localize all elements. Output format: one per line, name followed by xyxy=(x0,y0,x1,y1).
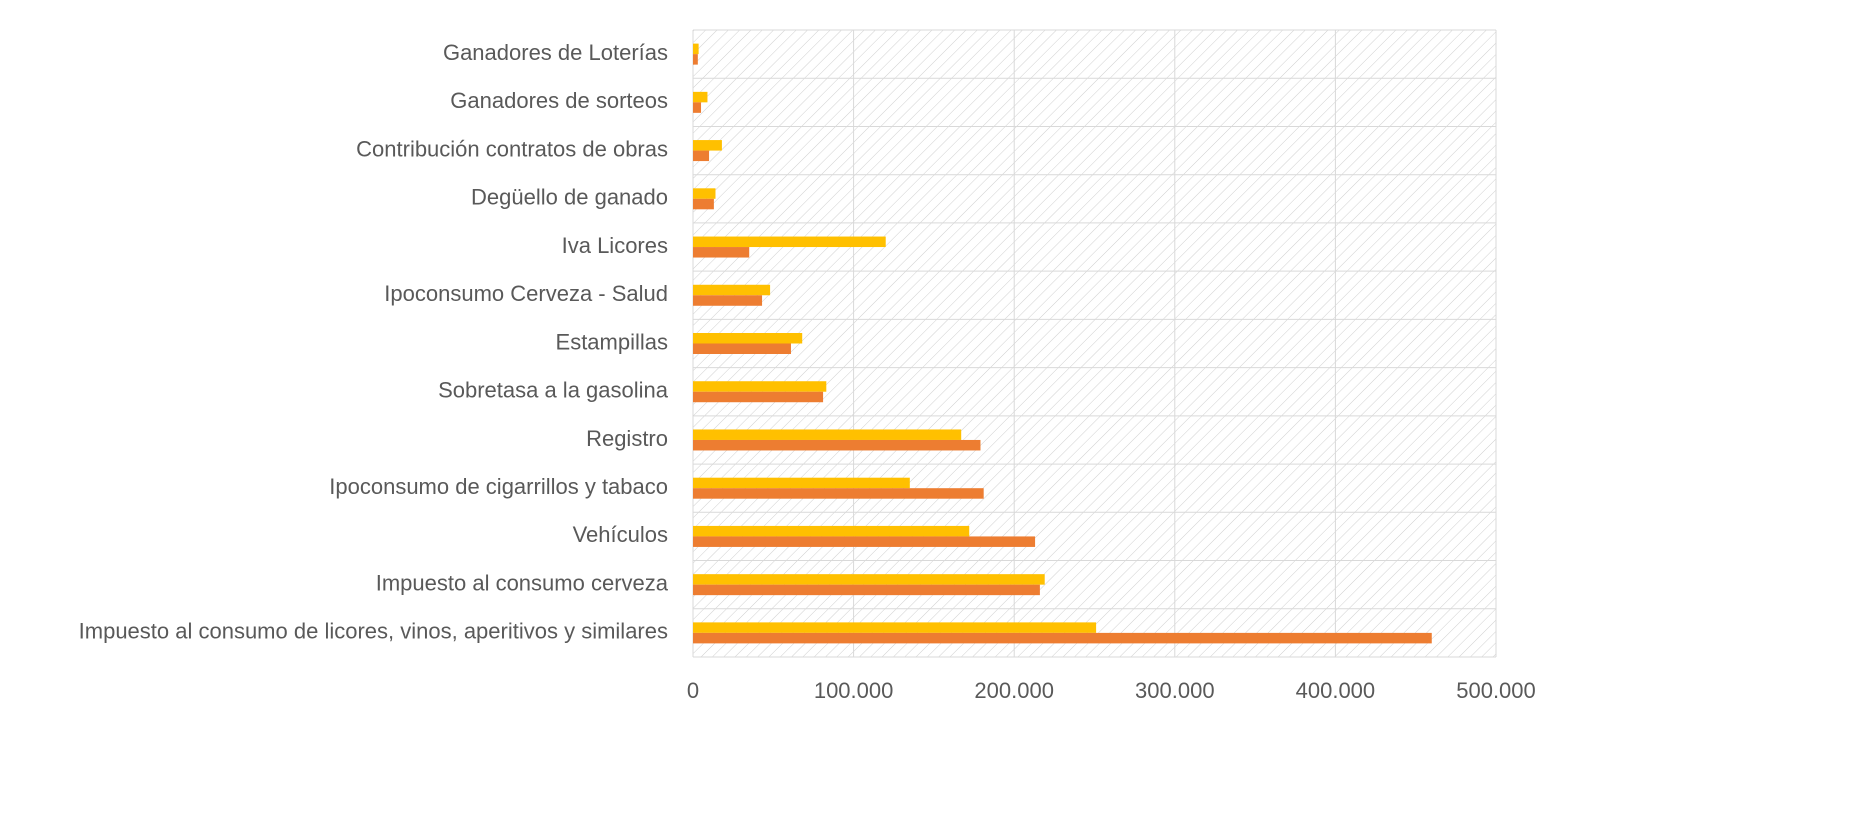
y-tick-label: Vehículos xyxy=(573,522,668,547)
plot-background xyxy=(693,30,1496,657)
bar xyxy=(693,295,763,306)
x-tick-label: 0 xyxy=(687,678,699,703)
x-tick-label: 100.000 xyxy=(814,678,894,703)
bar xyxy=(693,574,1045,585)
bar xyxy=(693,43,699,55)
bar xyxy=(693,488,984,499)
bar xyxy=(693,188,716,199)
bar xyxy=(693,150,710,162)
bar xyxy=(693,236,886,248)
y-tick-label: Estampillas xyxy=(556,329,668,354)
bar xyxy=(693,284,771,296)
bar xyxy=(693,622,1097,633)
bar xyxy=(693,54,698,65)
bar xyxy=(693,536,1036,547)
y-tick-label: Iva Licores xyxy=(562,233,668,258)
y-tick-label: Registro xyxy=(586,426,668,451)
bar xyxy=(693,429,962,440)
y-tick-label: Impuesto al consumo de licores, vinos, a… xyxy=(79,619,668,644)
bar xyxy=(693,247,750,258)
y-tick-label: Ipoconsumo Cerveza - Salud xyxy=(384,281,668,306)
y-tick-label: Contribución contratos de obras xyxy=(356,136,668,161)
bar xyxy=(693,333,803,344)
bar xyxy=(693,632,1432,644)
bar xyxy=(693,91,708,103)
y-tick-label: Ipoconsumo de cigarrillos y tabaco xyxy=(329,474,668,499)
y-tick-label: Sobretasa a la gasolina xyxy=(438,378,669,403)
bar xyxy=(693,198,714,210)
bar xyxy=(693,584,1040,596)
x-tick-label: 300.000 xyxy=(1135,678,1215,703)
y-tick-label: Impuesto al consumo cerveza xyxy=(376,570,669,595)
bar xyxy=(693,102,702,113)
y-tick-label: Ganadores de sorteos xyxy=(450,88,668,113)
y-tick-label: Ganadores de Loterías xyxy=(443,40,668,65)
x-tick-label: 400.000 xyxy=(1296,678,1376,703)
bar xyxy=(693,391,824,403)
x-tick-label: 500.000 xyxy=(1456,678,1536,703)
bar xyxy=(693,439,981,451)
bar xyxy=(693,381,827,392)
bar xyxy=(693,343,791,354)
y-tick-label: Degüello de ganado xyxy=(471,185,668,210)
bar xyxy=(693,140,722,151)
bar xyxy=(693,525,970,537)
bar xyxy=(693,477,910,489)
x-tick-label: 200.000 xyxy=(974,678,1054,703)
